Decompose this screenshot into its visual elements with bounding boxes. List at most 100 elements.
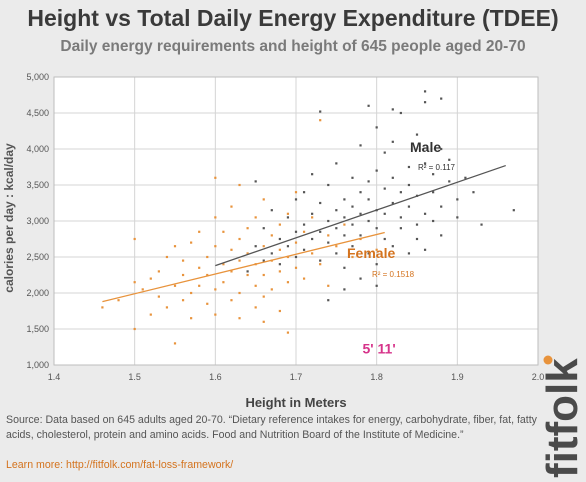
male-point bbox=[367, 198, 370, 201]
male-point bbox=[359, 234, 362, 237]
male-point bbox=[270, 252, 273, 255]
female-trend-line bbox=[102, 231, 385, 303]
male-point bbox=[286, 216, 290, 219]
logo-dot bbox=[543, 355, 553, 365]
male-point bbox=[391, 140, 394, 143]
male-point bbox=[359, 277, 362, 280]
y-tick-label: 5,000 bbox=[26, 72, 49, 82]
female-point bbox=[198, 266, 201, 269]
female-point bbox=[198, 284, 201, 287]
female-point bbox=[335, 245, 338, 248]
male-point bbox=[391, 108, 394, 111]
male-point bbox=[440, 97, 443, 100]
x-tick-label: 1.7 bbox=[290, 372, 303, 382]
female-point bbox=[286, 212, 290, 215]
x-tick-label: 2.0 bbox=[532, 372, 545, 382]
female-point bbox=[206, 302, 209, 305]
female-point bbox=[133, 237, 136, 241]
male-point bbox=[246, 270, 249, 273]
female-point bbox=[351, 255, 354, 259]
y-tick-label: 1,000 bbox=[26, 360, 49, 370]
female-point bbox=[254, 216, 257, 219]
male-point bbox=[440, 147, 443, 151]
male-point bbox=[383, 212, 386, 215]
female-point bbox=[181, 299, 185, 302]
male-point bbox=[375, 284, 378, 287]
male-point bbox=[464, 176, 467, 179]
female-point bbox=[302, 277, 306, 280]
female-point bbox=[206, 255, 209, 259]
female-point bbox=[286, 281, 290, 284]
female-point bbox=[230, 270, 233, 273]
female-point bbox=[278, 309, 281, 313]
female-point bbox=[294, 241, 298, 244]
male-point bbox=[262, 227, 265, 230]
male-point bbox=[359, 212, 362, 215]
male-point bbox=[254, 180, 257, 183]
x-tick-label: 1.9 bbox=[451, 372, 464, 382]
male-point bbox=[367, 180, 370, 183]
male-point bbox=[367, 219, 370, 223]
male-point bbox=[351, 245, 354, 248]
male-point bbox=[327, 299, 330, 302]
male-point bbox=[359, 191, 362, 194]
female-point bbox=[238, 183, 241, 187]
male-point bbox=[399, 111, 402, 115]
female-point bbox=[319, 263, 322, 266]
male-point bbox=[294, 255, 298, 259]
male-point bbox=[391, 176, 394, 179]
female-point bbox=[262, 273, 265, 277]
x-tick-label: 1.4 bbox=[48, 372, 61, 382]
male-point bbox=[367, 252, 370, 255]
male-point bbox=[319, 110, 322, 113]
female-point bbox=[222, 281, 225, 284]
y-axis-label: calories per day : kcal/day bbox=[2, 143, 16, 293]
male-point bbox=[432, 219, 435, 223]
female-point bbox=[214, 176, 217, 179]
male-point bbox=[319, 259, 322, 262]
female-point bbox=[262, 295, 265, 298]
male-point bbox=[407, 252, 411, 255]
male-point bbox=[415, 223, 419, 226]
female-point bbox=[214, 245, 217, 248]
male-point bbox=[383, 187, 386, 190]
female-point bbox=[190, 241, 193, 244]
female-point bbox=[375, 248, 378, 251]
male-point bbox=[415, 237, 419, 241]
male-point bbox=[423, 248, 427, 251]
male-point bbox=[335, 252, 338, 255]
male-point bbox=[294, 230, 298, 233]
y-tick-label: 4,500 bbox=[26, 108, 49, 118]
female-point bbox=[230, 248, 233, 251]
male-point bbox=[423, 212, 427, 215]
x-tick-label: 1.5 bbox=[128, 372, 141, 382]
female-point bbox=[165, 255, 169, 259]
female-point bbox=[181, 259, 185, 262]
female-series-label: Female bbox=[347, 245, 395, 261]
female-point bbox=[246, 252, 249, 255]
male-point bbox=[270, 209, 273, 212]
female-point bbox=[173, 342, 177, 345]
male-point bbox=[343, 216, 346, 219]
female-point bbox=[117, 299, 120, 302]
male-point bbox=[327, 241, 330, 244]
male-r-squared: R² = 0.117 bbox=[418, 163, 456, 172]
male-point bbox=[319, 201, 322, 205]
female-point bbox=[286, 331, 290, 334]
female-point bbox=[278, 248, 281, 251]
female-point bbox=[157, 270, 160, 273]
y-tick-label: 3,000 bbox=[26, 216, 49, 226]
learn-more-link[interactable]: Learn more: http://fitfolk.com/fat-loss-… bbox=[6, 459, 234, 471]
female-point bbox=[206, 273, 209, 277]
male-point bbox=[278, 237, 281, 241]
male-point bbox=[302, 191, 306, 194]
male-point bbox=[278, 263, 281, 266]
male-point bbox=[343, 234, 346, 237]
male-point bbox=[440, 234, 443, 237]
female-point bbox=[311, 252, 314, 255]
male-point bbox=[311, 212, 314, 215]
female-point bbox=[343, 223, 346, 226]
female-point bbox=[294, 266, 298, 269]
y-tick-label: 1,500 bbox=[26, 324, 49, 334]
male-point bbox=[512, 209, 515, 212]
